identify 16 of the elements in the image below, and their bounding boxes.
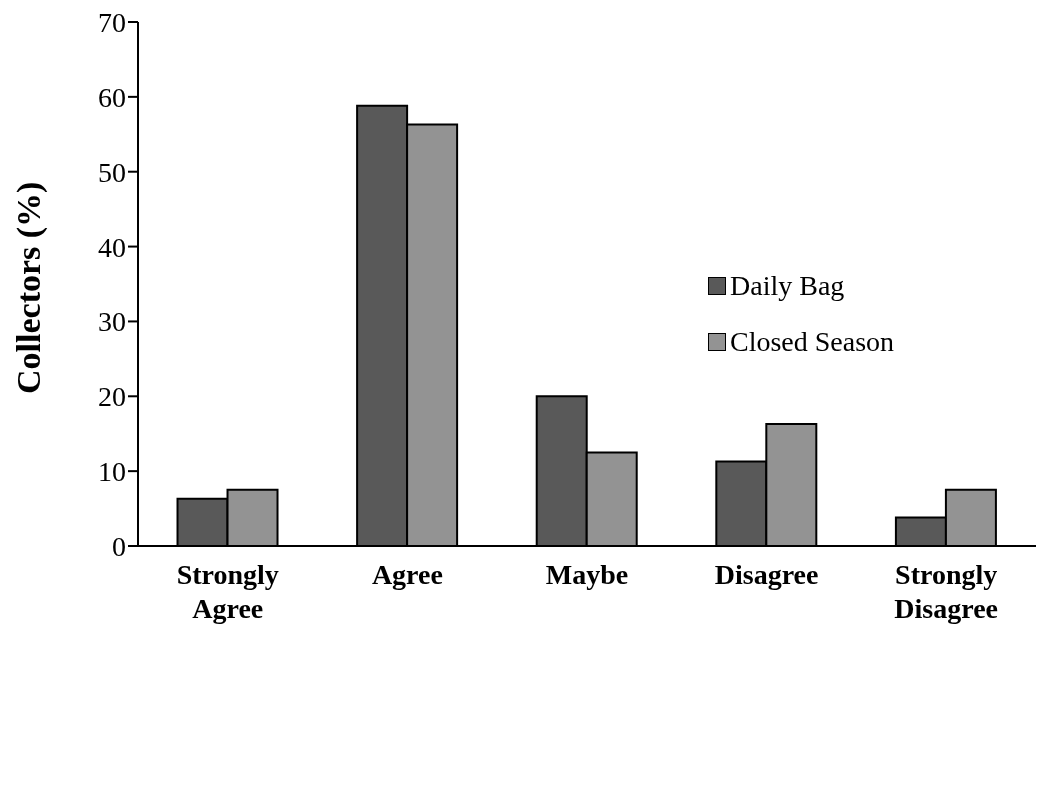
y-tick-label: 60 — [98, 81, 126, 113]
y-tick-label: 30 — [98, 306, 126, 338]
y-tick-label: 40 — [98, 231, 126, 263]
y-tick-label: 10 — [98, 456, 126, 488]
x-tick-label: Agree — [371, 559, 443, 590]
x-tick-label: Strongly Disagree — [894, 559, 999, 624]
y-tick-label: 70 — [98, 6, 126, 38]
legend-label: Closed Season — [730, 326, 895, 358]
x-tick-label: Disagree — [714, 559, 819, 590]
legend-label: Daily Bag — [730, 270, 845, 302]
y-tick-label: 20 — [98, 381, 126, 413]
x-tick-label: Maybe — [545, 559, 629, 590]
y-tick-label: 50 — [98, 156, 126, 188]
y-axis-title: Collectors (%) — [10, 181, 49, 394]
y-tick-label: 0 — [112, 530, 126, 562]
x-tick-label: Strongly Agree — [176, 559, 279, 624]
